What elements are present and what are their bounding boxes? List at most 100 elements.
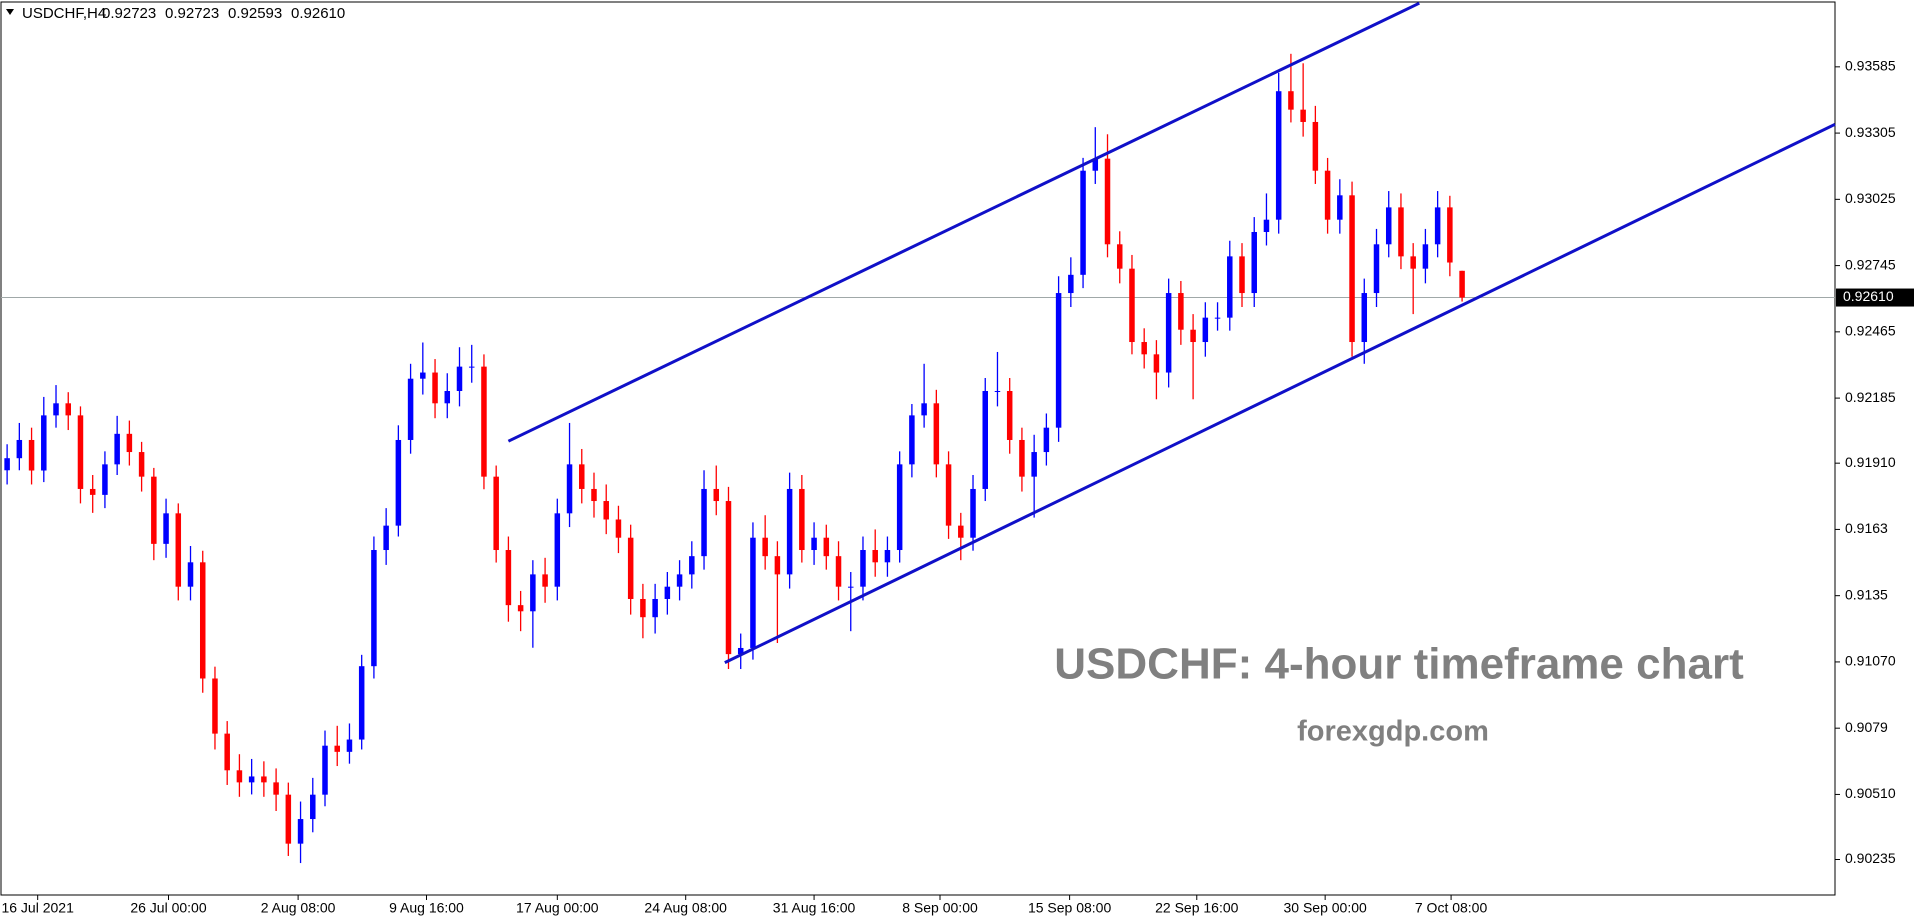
candle-body bbox=[114, 433, 120, 465]
candle-body bbox=[346, 739, 353, 752]
candle-body bbox=[41, 415, 47, 471]
candle-body bbox=[297, 819, 304, 844]
candle-body bbox=[1349, 195, 1355, 343]
candle-body bbox=[187, 562, 194, 587]
x-tick-label: 2 Aug 08:00 bbox=[261, 900, 336, 916]
ohlc-high: 0.92723 bbox=[165, 5, 219, 22]
candle-body bbox=[615, 519, 622, 538]
candle-body bbox=[1410, 256, 1416, 269]
candle-body bbox=[1214, 317, 1221, 319]
candle-body bbox=[1447, 207, 1453, 263]
x-tick-label: 9 Aug 16:00 bbox=[389, 900, 464, 916]
candle-body bbox=[420, 372, 426, 379]
candle-body bbox=[1398, 207, 1404, 257]
candle-body bbox=[395, 439, 402, 526]
y-tick-label: 0.93585 bbox=[1845, 58, 1896, 74]
candle-body bbox=[554, 513, 561, 587]
trend-line bbox=[507, 1, 1420, 443]
y-tick-label: 0.92185 bbox=[1845, 389, 1896, 405]
candle-body bbox=[566, 464, 573, 514]
candle-body bbox=[725, 501, 732, 655]
candle-body bbox=[1385, 207, 1392, 245]
candle-body bbox=[334, 745, 340, 752]
candle-body bbox=[1251, 231, 1257, 294]
candle-body bbox=[212, 678, 218, 734]
candle-body bbox=[762, 537, 768, 557]
candle-body bbox=[310, 794, 316, 820]
candle-body bbox=[358, 666, 365, 740]
candle-body bbox=[1116, 244, 1123, 269]
candle-body bbox=[1459, 270, 1465, 298]
candle-body bbox=[652, 598, 658, 618]
candle-body bbox=[248, 776, 255, 783]
candle-body bbox=[1434, 207, 1441, 245]
candle-body bbox=[77, 415, 84, 489]
candle-body bbox=[848, 586, 854, 588]
candle-body bbox=[1337, 195, 1343, 220]
y-tick-label: 0.93025 bbox=[1845, 190, 1896, 206]
candle-body bbox=[750, 537, 756, 648]
watermark-title: USDCHF: 4-hour timeframe chart bbox=[1054, 640, 1744, 689]
candle-body bbox=[261, 776, 267, 783]
candle-body bbox=[945, 464, 952, 526]
candle-body bbox=[1068, 274, 1074, 294]
candle-body bbox=[224, 733, 230, 771]
candle-body bbox=[1141, 342, 1147, 355]
y-tick-label: 0.90235 bbox=[1845, 850, 1896, 866]
candle-body bbox=[627, 537, 634, 599]
y-tick-label: 0.92745 bbox=[1845, 256, 1896, 272]
candle-body bbox=[811, 537, 817, 551]
candle-body bbox=[1092, 158, 1099, 171]
candle-body bbox=[713, 488, 720, 502]
candle-body bbox=[493, 476, 499, 551]
candle-body bbox=[1312, 121, 1319, 171]
x-tick-label: 22 Sep 16:00 bbox=[1155, 900, 1239, 916]
candle-body bbox=[823, 537, 830, 557]
candle-body bbox=[640, 598, 646, 618]
x-tick-label: 7 Oct 08:00 bbox=[1415, 900, 1488, 916]
y-tick-label: 0.92465 bbox=[1845, 323, 1896, 339]
candle-body bbox=[151, 476, 157, 544]
last-price-box bbox=[1836, 288, 1914, 307]
candle-body bbox=[542, 574, 548, 587]
menu-arrow[interactable] bbox=[6, 9, 14, 15]
candle-body bbox=[89, 488, 96, 495]
ohlc-close: 0.92610 bbox=[291, 5, 345, 22]
candle-body bbox=[28, 439, 35, 471]
candle-body bbox=[884, 550, 891, 563]
candle-body bbox=[468, 366, 475, 368]
candle-body bbox=[1263, 219, 1270, 232]
x-tick-label: 17 Aug 00:00 bbox=[516, 900, 599, 916]
candle-body bbox=[958, 525, 964, 538]
candle-body bbox=[1019, 439, 1025, 477]
candle-body bbox=[371, 550, 377, 667]
candle-body bbox=[1361, 293, 1368, 343]
candle-body bbox=[799, 488, 805, 551]
y-tick-label: 0.91910 bbox=[1845, 454, 1896, 470]
candle-body bbox=[53, 403, 59, 416]
candle-body bbox=[1422, 244, 1429, 269]
symbol: USDCHF,H4 bbox=[22, 5, 106, 22]
candle-body bbox=[1300, 109, 1306, 122]
candle-body bbox=[163, 513, 169, 544]
candle-body bbox=[432, 372, 438, 404]
candle-body bbox=[4, 458, 10, 471]
candle-body bbox=[138, 452, 145, 477]
candle-body bbox=[689, 556, 695, 575]
candle-body bbox=[786, 488, 793, 575]
candle-body bbox=[236, 770, 243, 783]
candle-body bbox=[1153, 354, 1160, 373]
y-tick-label: 0.9163 bbox=[1845, 520, 1888, 536]
candle-body bbox=[517, 605, 524, 612]
candle-body bbox=[860, 550, 866, 587]
candle-body bbox=[175, 513, 182, 587]
candle-body bbox=[102, 464, 108, 495]
candle-body bbox=[1178, 293, 1184, 330]
candle-body bbox=[1190, 329, 1196, 343]
candle-body bbox=[1227, 256, 1233, 318]
candle-body bbox=[933, 403, 940, 465]
candle-body bbox=[65, 403, 71, 416]
trend-line bbox=[724, 122, 1836, 664]
candle-body bbox=[16, 439, 23, 459]
candle-body bbox=[835, 556, 842, 587]
